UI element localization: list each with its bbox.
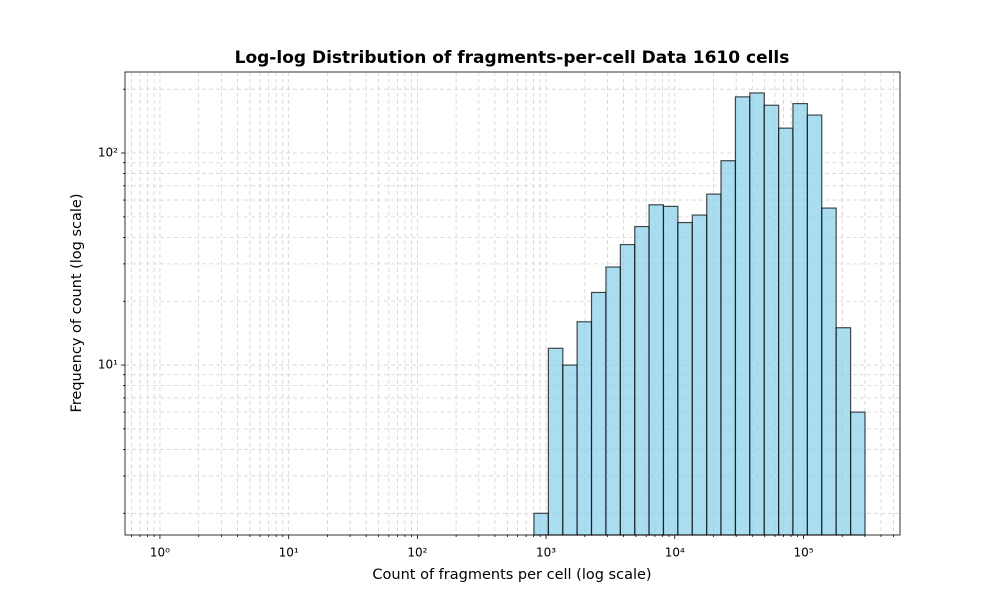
bar — [778, 127, 794, 536]
bar — [691, 214, 708, 536]
bar — [662, 205, 679, 536]
bar — [806, 114, 823, 536]
bar — [734, 96, 751, 536]
bar — [547, 347, 564, 536]
bar — [562, 364, 578, 536]
y-axis-label: Frequency of count (log scale) — [69, 193, 85, 412]
bar — [619, 243, 636, 536]
bar — [634, 225, 650, 536]
x-tick-label: 10³ — [536, 546, 556, 560]
x-tick-label: 10⁰ — [150, 546, 170, 560]
bar — [533, 512, 549, 536]
bar — [763, 104, 780, 536]
bar — [648, 204, 665, 536]
bar — [850, 411, 866, 536]
bar — [821, 207, 837, 536]
chart-title: Log-log Distribution of fragments-per-ce… — [235, 48, 790, 68]
x-axis-label: Count of fragments per cell (log scale) — [372, 567, 651, 583]
bar — [720, 160, 737, 536]
plot-frame — [124, 71, 901, 536]
x-tick-label: 10⁵ — [793, 546, 813, 560]
bar — [677, 221, 693, 536]
bar — [590, 291, 607, 536]
x-tick-label: 10⁴ — [665, 546, 685, 560]
bar — [576, 321, 593, 536]
y-tick-label: 10² — [98, 146, 118, 160]
y-tick-label: 10¹ — [98, 358, 118, 372]
bar — [835, 327, 852, 536]
x-tick-label: 10¹ — [279, 546, 299, 560]
x-tick-label: 10² — [407, 546, 427, 560]
bar — [706, 193, 722, 536]
bar — [605, 266, 621, 536]
bar — [792, 103, 808, 536]
bar — [749, 92, 765, 536]
